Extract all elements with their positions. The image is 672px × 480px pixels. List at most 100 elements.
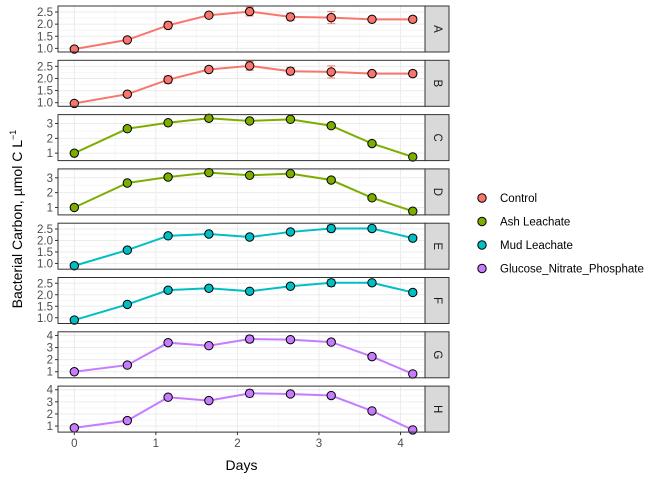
data-point (244, 170, 255, 180)
data-point (367, 193, 377, 203)
data-point (367, 278, 377, 288)
y-tick-label: 1 (47, 367, 53, 379)
y-tick-label: 1 (47, 421, 53, 433)
panel-background (58, 386, 425, 433)
data-point (285, 334, 296, 345)
x-axis-title: Days (226, 457, 258, 473)
facet-strip-label: E (431, 242, 443, 250)
data-point (204, 167, 214, 178)
legend-key (477, 193, 487, 203)
data-point (285, 66, 296, 76)
data-point (326, 12, 336, 23)
data-point (204, 341, 214, 351)
y-axis-title-main: Bacterial Carbon, µmol C L (9, 140, 25, 309)
data-point (204, 395, 214, 406)
y-tick-label: 2.0 (37, 73, 53, 85)
y-tick-label: 3 (47, 173, 53, 185)
x-axis: 0 1 2 3 4 (71, 432, 404, 450)
data-point (326, 390, 336, 401)
panel-background (58, 6, 425, 52)
facet-strip-label: B (431, 79, 443, 87)
data-point (326, 175, 336, 185)
data-point (408, 287, 418, 298)
data-point (285, 114, 296, 125)
data-point (285, 227, 296, 237)
panels: 1.01.52.02.5A1.01.52.02.5B123C123D1.01.5… (37, 5, 450, 435)
legend-label: Control (500, 193, 537, 205)
data-point (244, 6, 255, 17)
y-axis-title-superscript: −1 (8, 130, 18, 140)
facet-strip-label: H (431, 405, 443, 413)
panel-background (58, 168, 425, 215)
panel-a: 1.01.52.02.5 A (37, 5, 450, 55)
data-point (244, 334, 255, 344)
x-tick-label: 3 (316, 438, 322, 450)
y-tick-label: 2.5 (37, 224, 53, 236)
data-point (204, 64, 214, 75)
panel-f: 1.01.52.02.5 F (37, 277, 450, 325)
data-point (367, 406, 377, 416)
data-point (122, 415, 133, 426)
data-point (244, 232, 255, 242)
data-point (326, 278, 336, 288)
y-tick-label: 2.5 (37, 7, 53, 19)
data-point (285, 12, 296, 22)
legend-key (477, 263, 487, 274)
data-point (408, 369, 418, 379)
facet-strip (424, 168, 450, 216)
y-tick-label: 2.0 (37, 290, 53, 302)
data-point (69, 367, 80, 377)
data-point (122, 299, 133, 310)
panel-background (58, 60, 425, 107)
y-tick-label: 2 (47, 133, 53, 145)
data-point (163, 337, 173, 348)
data-point (122, 123, 133, 134)
data-point (367, 138, 377, 149)
facet-strip (424, 277, 450, 324)
data-point (367, 14, 377, 25)
legend-item: Mud Leachate (477, 240, 573, 252)
data-point (367, 351, 377, 362)
data-point (163, 392, 173, 402)
data-point (69, 44, 80, 54)
data-point (69, 423, 80, 433)
data-point (285, 281, 296, 291)
facet-strip (424, 59, 450, 107)
y-tick-label: 1 (47, 148, 53, 160)
y-tick-label: 1.0 (37, 98, 53, 110)
y-tick-label: 1 (47, 202, 53, 214)
data-point (408, 233, 418, 243)
y-tick-label: 3 (47, 397, 53, 409)
y-tick-label: 2 (47, 188, 53, 200)
y-tick-label: 2.0 (37, 235, 53, 247)
y-tick-label: 1.5 (37, 301, 53, 313)
data-point (122, 245, 133, 255)
data-point (408, 425, 418, 435)
y-tick-label: 1.5 (37, 247, 53, 259)
y-tick-label: 2.0 (37, 19, 53, 31)
facet-strip-label: A (431, 25, 443, 33)
data-point (367, 223, 377, 234)
data-point (163, 20, 173, 31)
facet-strip-label: D (431, 188, 443, 196)
facet-strip-label: F (431, 297, 443, 304)
data-point (326, 337, 336, 347)
data-point (122, 89, 133, 99)
data-point (367, 68, 377, 79)
data-point (163, 172, 173, 182)
data-point (408, 14, 418, 25)
data-point (163, 74, 173, 85)
facet-strip (424, 385, 450, 433)
x-tick-label: 2 (234, 438, 240, 450)
data-point (204, 10, 214, 20)
panel-b: 1.01.52.02.5 B (37, 59, 450, 110)
data-point (69, 98, 80, 109)
legend-label: Mud Leachate (500, 240, 573, 252)
x-tick-label: 1 (153, 438, 159, 450)
y-tick-label: 2.5 (37, 61, 53, 73)
legend-label: Ash Leachate (500, 217, 570, 229)
x-tick-label: 0 (71, 438, 77, 450)
data-point (244, 388, 255, 399)
y-tick-label: 1.5 (37, 86, 53, 98)
